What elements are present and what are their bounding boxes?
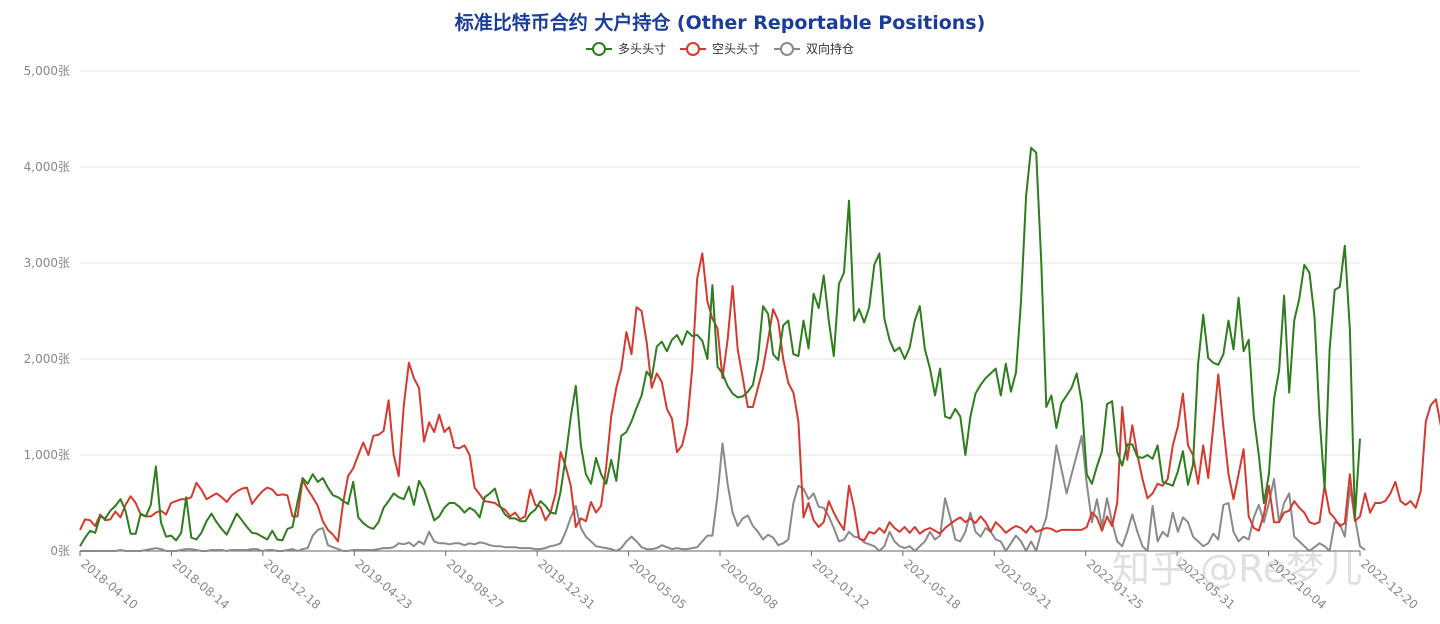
legend-dot-spreading: [780, 41, 794, 56]
series-lines: [79, 146, 1440, 552]
y-tick-label: 1,000张: [24, 448, 70, 462]
legend-item-spreading[interactable]: 双向持仓: [774, 40, 854, 57]
x-tick-label: 2021-01-12: [810, 557, 872, 613]
x-tick-label: 2020-05-05: [627, 557, 689, 613]
x-tick-label: 2018-08-14: [170, 557, 232, 613]
x-tick-label: 2021-05-18: [901, 557, 963, 613]
legend-label-long: 多头头寸: [617, 42, 666, 56]
watermark: 知乎 @Re梦儿: [1112, 547, 1363, 591]
legend: 多头头寸 空头头寸 双向持仓: [0, 40, 1440, 57]
x-tick-label: 2018-04-10: [78, 557, 140, 613]
y-tick-label: 3,000张: [24, 256, 70, 270]
legend-item-long[interactable]: 多头头寸: [585, 40, 666, 57]
x-tick-label: 2019-08-27: [444, 557, 506, 613]
series-line-spreading: [80, 434, 1366, 552]
y-tick-label: 5,000张: [24, 64, 70, 78]
x-tick-label: 2021-09-21: [992, 557, 1054, 613]
legend-swatch-spreading: [774, 41, 800, 56]
x-tick-label: 2019-04-23: [352, 557, 414, 613]
x-tick-label: 2022-12-20: [1358, 557, 1420, 613]
legend-swatch-short: [679, 41, 706, 56]
legend-item-short[interactable]: 空头头寸: [679, 40, 760, 57]
y-tick-label: 4,000张: [24, 160, 70, 174]
legend-label-spreading: 双向持仓: [806, 42, 855, 56]
chart-title: 标准比特币合约 大户持仓 (Other Reportable Positions…: [454, 12, 986, 34]
x-tick-label: 2020-09-08: [718, 557, 780, 613]
legend-swatch-long: [585, 41, 612, 56]
x-tick-label: 2018-12-18: [261, 557, 323, 613]
x-tick-label: 2019-12-31: [535, 557, 597, 613]
series-line-short: [79, 252, 1440, 543]
legend-label-short: 空头头寸: [711, 42, 760, 56]
y-axis-ticks: 0张 1,000张 2,000张 3,000张 4,000张 5,000张: [24, 64, 70, 558]
y-tick-label: 2,000张: [24, 352, 70, 366]
legend-dot-long: [591, 41, 606, 56]
series-line-long: [79, 146, 1361, 547]
legend-dot-short: [685, 41, 700, 56]
y-tick-label: 0张: [50, 544, 70, 558]
